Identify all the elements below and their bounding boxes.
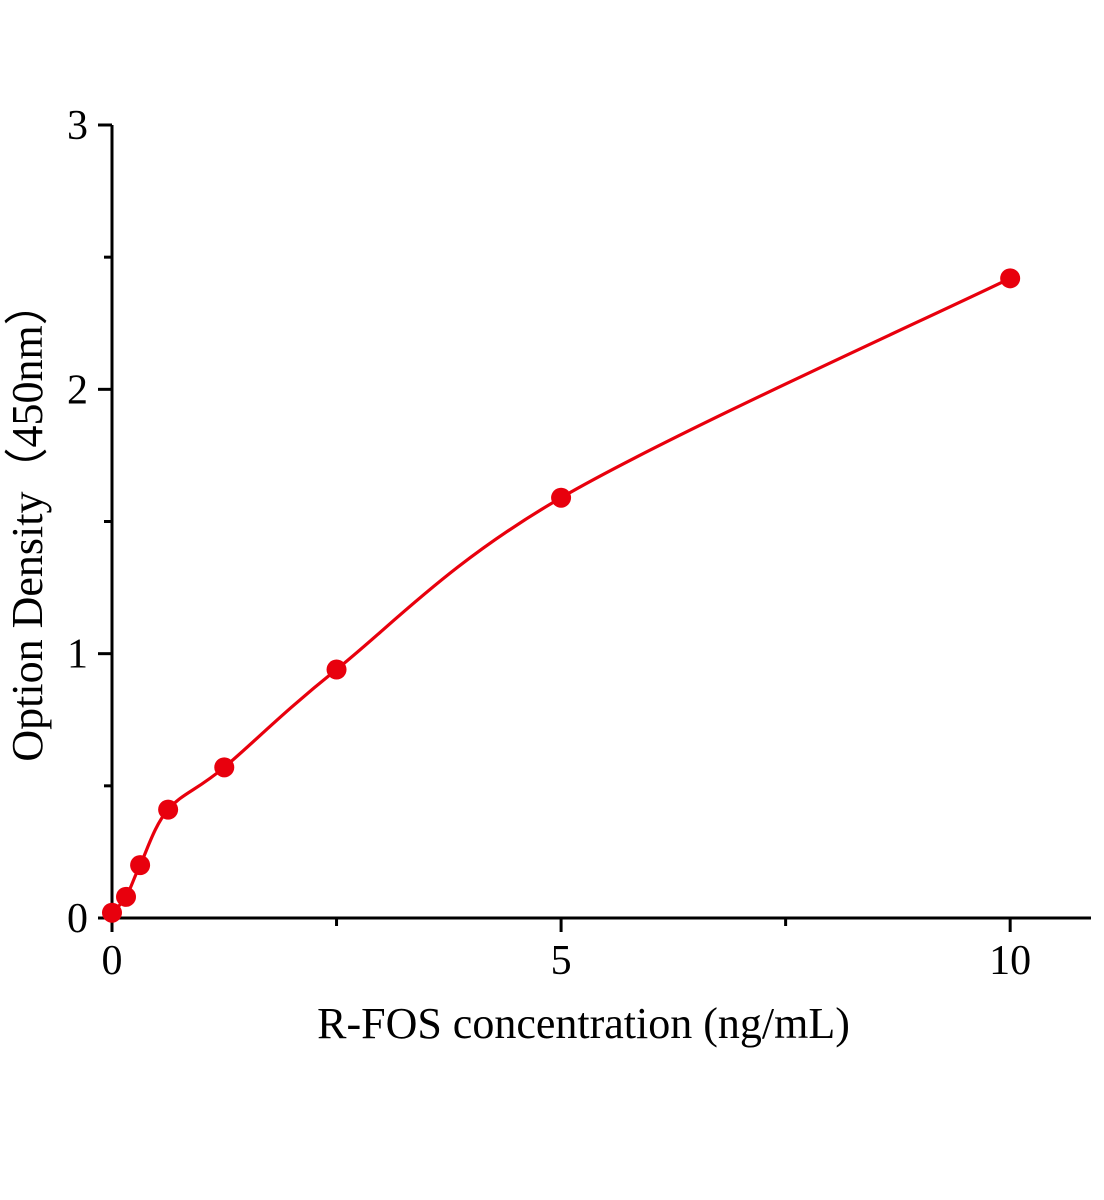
y-tick-label: 0 — [67, 896, 88, 942]
data-point — [158, 799, 179, 820]
x-tick-label: 0 — [102, 938, 123, 984]
data-point — [102, 902, 122, 923]
y-tick-label: 2 — [67, 367, 88, 413]
data-point — [214, 757, 235, 778]
data-point — [130, 855, 151, 876]
data-point — [326, 659, 347, 680]
fit-curve — [110, 276, 1011, 914]
x-tick-label: 10 — [989, 938, 1031, 984]
y-axis-title: Option Density（450nm） — [3, 281, 52, 761]
data-point — [551, 487, 572, 508]
x-axis-title: R-FOS concentration (ng/mL) — [317, 999, 850, 1048]
y-tick-label: 1 — [67, 632, 88, 678]
data-point — [1000, 268, 1021, 289]
y-tick-label: 3 — [67, 103, 88, 149]
x-tick-label: 5 — [551, 938, 572, 984]
data-point — [116, 886, 137, 907]
